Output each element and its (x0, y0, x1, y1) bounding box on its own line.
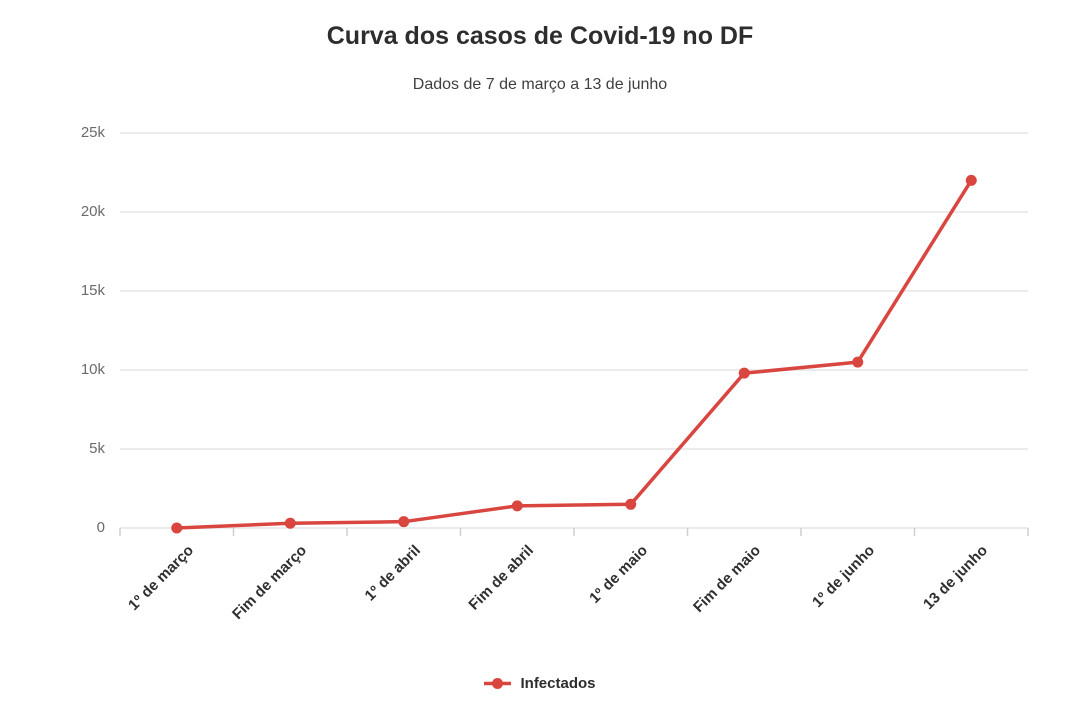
legend: Infectados (0, 675, 1080, 692)
data-point (852, 356, 864, 368)
y-axis-tick-label: 10k (80, 361, 105, 378)
data-point (284, 517, 296, 529)
legend-marker-icon (484, 678, 512, 689)
chart-title: Curva dos casos de Covid-19 no DF (326, 22, 754, 50)
legend-label: Infectados (520, 675, 596, 692)
data-point (738, 367, 750, 379)
y-axis-tick-label: 20k (80, 203, 105, 220)
data-point (511, 500, 523, 512)
legend-item-infectados[interactable]: Infectados (484, 675, 596, 692)
y-axis-tick-label: 25k (80, 124, 105, 141)
data-point (171, 522, 183, 534)
y-axis-tick-label: 15k (80, 282, 105, 299)
y-axis-tick-label: 0 (96, 519, 105, 536)
y-axis-tick-label: 5k (89, 440, 105, 457)
series-line (175, 178, 973, 530)
data-point (965, 174, 977, 186)
data-point (398, 516, 410, 528)
data-point (625, 498, 637, 510)
chart-subtitle: Dados de 7 de março a 13 de junho (412, 76, 668, 93)
